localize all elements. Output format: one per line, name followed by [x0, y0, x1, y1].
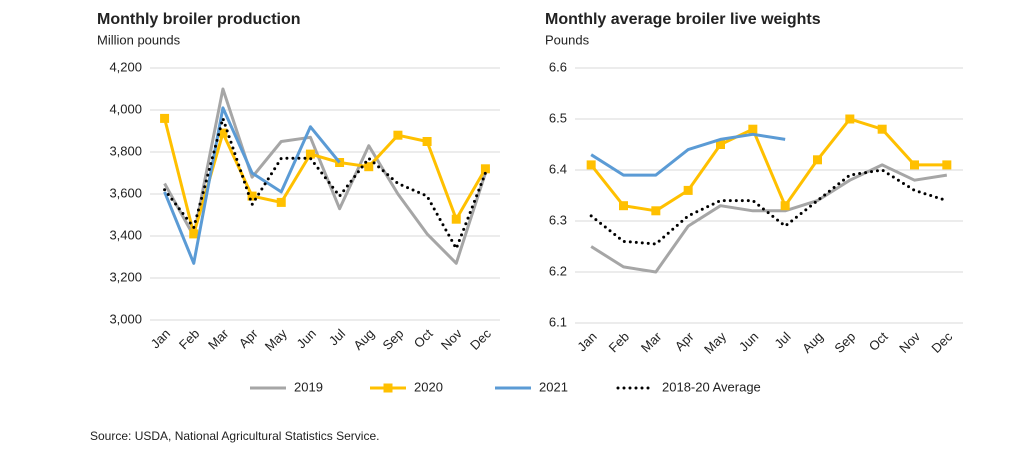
point-marker: [393, 130, 403, 140]
point-marker: [218, 128, 228, 138]
y-tick-label: 6.3: [549, 212, 567, 227]
x-tick-label: Sep: [379, 326, 406, 353]
point-marker: [160, 113, 170, 123]
series-line: [589, 117, 947, 213]
x-tick-label: Mar: [638, 328, 665, 355]
point-marker: [305, 149, 315, 159]
point-marker: [845, 114, 855, 124]
y-tick-label: 3,800: [109, 143, 142, 158]
y-tick-label: 6.6: [549, 59, 567, 74]
point-marker: [480, 164, 490, 174]
series-line: [163, 87, 487, 265]
x-tick-label: Jan: [574, 329, 599, 354]
legend-label: 2021: [539, 379, 568, 394]
legend-label: 2019: [294, 379, 323, 394]
x-tick-label: Aug: [799, 329, 826, 356]
point-marker: [422, 137, 432, 146]
point-marker: [189, 229, 199, 239]
legend-marker: [383, 383, 393, 393]
point-marker: [586, 160, 596, 170]
source-note: Source: USDA, National Agricultural Stat…: [90, 429, 379, 443]
y-tick-label: 3,400: [109, 227, 142, 242]
x-tick-label: Sep: [831, 329, 858, 356]
y-tick-label: 4,000: [109, 101, 142, 116]
point-marker: [716, 140, 725, 149]
point-marker: [877, 124, 887, 134]
x-tick-label: May: [701, 329, 729, 357]
y-tick-label: 3,200: [109, 269, 142, 284]
x-tick-label: Jun: [294, 326, 319, 351]
x-tick-label: Aug: [350, 326, 377, 353]
y-tick-label: 3,600: [109, 185, 142, 200]
point-marker: [910, 160, 919, 170]
series-line: [590, 132, 786, 177]
y-tick-label: 6.4: [549, 161, 567, 176]
x-tick-label: Nov: [896, 329, 923, 356]
x-tick-label: May: [262, 326, 290, 354]
point-marker: [748, 124, 758, 134]
chart-subtitle: Pounds: [545, 32, 590, 47]
x-tick-label: Dec: [467, 326, 494, 353]
point-marker: [247, 191, 257, 201]
point-marker: [942, 160, 952, 170]
x-tick-label: Jul: [771, 329, 793, 351]
x-tick-label: Feb: [606, 329, 632, 355]
chart-subtitle: Million pounds: [97, 32, 181, 47]
point-marker: [276, 197, 286, 207]
point-marker: [364, 162, 374, 172]
series-line: [163, 118, 487, 236]
point-marker: [683, 185, 693, 195]
x-tick-label: Oct: [411, 326, 436, 351]
series-line: [589, 168, 949, 246]
x-tick-label: Feb: [176, 326, 202, 352]
x-tick-label: Mar: [205, 325, 232, 352]
x-tick-label: Oct: [866, 329, 891, 354]
x-tick-label: Dec: [928, 329, 955, 356]
y-tick-label: 6.1: [549, 314, 567, 329]
chart-title: Monthly broiler production: [97, 11, 301, 28]
series-line: [163, 106, 341, 265]
x-tick-label: Jul: [326, 326, 348, 348]
x-tick-label: Apr: [236, 325, 261, 350]
point-marker: [651, 206, 661, 216]
y-tick-label: 3,000: [109, 311, 142, 326]
point-marker: [451, 214, 461, 224]
x-tick-label: Nov: [438, 326, 465, 353]
y-tick-label: 6.2: [549, 263, 567, 278]
point-marker: [813, 155, 822, 165]
x-tick-label: Jun: [736, 329, 761, 354]
x-tick-label: Jan: [148, 326, 173, 351]
y-tick-label: 4,200: [109, 59, 142, 74]
point-marker: [619, 201, 628, 211]
series-line: [163, 116, 487, 251]
y-tick-label: 6.5: [549, 110, 567, 125]
legend-label: 2018-20 Average: [662, 379, 761, 394]
x-tick-label: Apr: [672, 328, 697, 353]
legend-label: 2020: [414, 379, 443, 394]
point-marker: [780, 201, 790, 211]
chart-title: Monthly average broiler live weights: [545, 11, 821, 28]
series-line: [590, 163, 948, 274]
